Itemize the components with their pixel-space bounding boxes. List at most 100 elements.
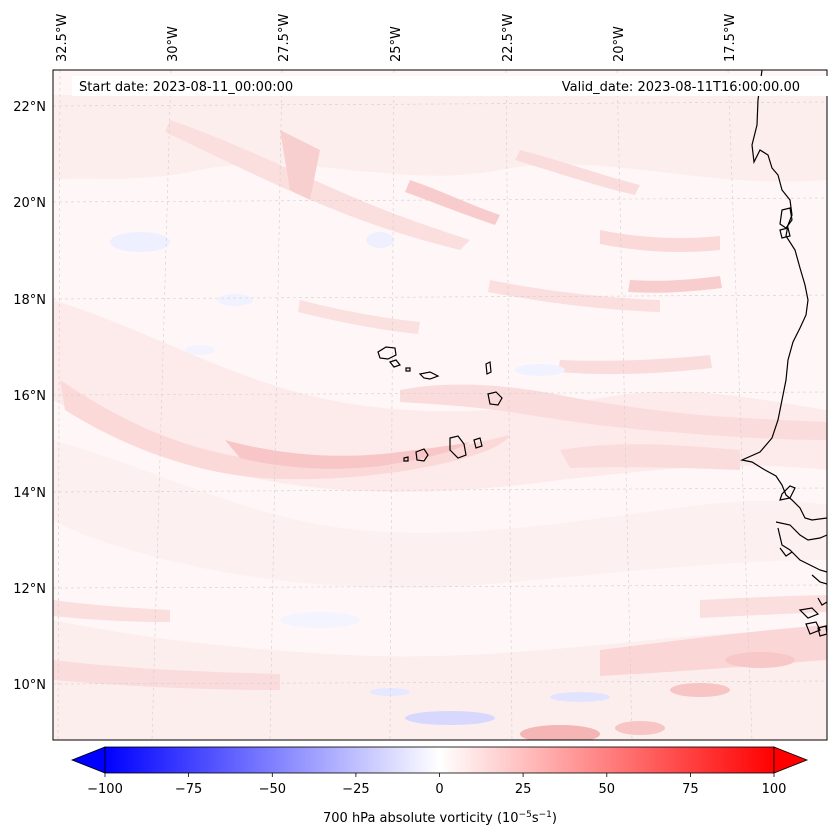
colorbar: −100 −75 −50 −25 0 25 50 75 100 700 hPa … <box>70 746 809 826</box>
island <box>473 437 483 449</box>
island <box>418 371 440 380</box>
vorticity-band <box>53 600 170 622</box>
colorbar-ticks <box>104 773 775 777</box>
colorbar-tick-label: 0 <box>435 782 443 797</box>
colorbar-title-end: ) <box>552 811 557 826</box>
meridian-line <box>505 70 513 740</box>
island <box>487 391 503 406</box>
vorticity-streak <box>488 280 660 312</box>
lat-label: 18°N <box>13 293 46 308</box>
vorticity-maximum <box>670 683 730 697</box>
vorticity-streak <box>280 130 320 200</box>
vorticity-band <box>53 660 280 690</box>
vorticity-streak <box>515 150 640 195</box>
island <box>779 227 791 239</box>
lon-label: 17.5°W <box>723 14 738 62</box>
lon-label: 22.5°W <box>501 14 516 62</box>
colorbar-title-main: 700 hPa absolute vorticity (10 <box>323 811 519 826</box>
colorbar-gradient <box>104 746 775 774</box>
colorbar-high-extend <box>773 746 809 774</box>
africa-coastline <box>775 521 827 541</box>
vorticity-maximum <box>520 725 600 740</box>
africa-coastline <box>811 574 827 585</box>
lon-label: 32.5°W <box>55 14 70 62</box>
lon-label: 27.5°W <box>277 14 292 62</box>
vorticity-band <box>53 300 827 492</box>
vorticity-streak <box>600 230 720 252</box>
lon-label: 20°W <box>612 26 627 62</box>
vorticity-streak <box>165 120 470 250</box>
colorbar-tick-label: 75 <box>682 782 699 797</box>
vorticity-band <box>53 440 827 589</box>
vorticity-streak <box>560 444 740 470</box>
meridian-line <box>151 70 172 740</box>
valid-date-label: Valid_date: 2023-08-11T16:00:00.00 <box>562 80 800 95</box>
header-box <box>72 76 836 96</box>
colorbar-low-extend <box>70 746 106 774</box>
lon-label: 30°W <box>166 26 181 62</box>
vorticity-band <box>700 595 827 618</box>
island <box>403 456 409 462</box>
island <box>805 621 821 635</box>
colorbar-tick-label: −75 <box>175 782 202 797</box>
start-date-label: Start date: 2023-08-11_00:00:00 <box>79 80 293 95</box>
vorticity-streak <box>558 355 712 375</box>
colorbar-tick-label: 50 <box>599 782 616 797</box>
negative-vorticity-patch <box>280 612 360 628</box>
negative-vorticity-patch <box>550 692 610 702</box>
island <box>779 207 793 229</box>
map-frame <box>52 69 828 741</box>
lat-label: 16°N <box>13 389 46 404</box>
island <box>388 359 402 368</box>
meridian-line <box>389 70 395 740</box>
colorbar-tick-label: −100 <box>87 782 123 797</box>
colorbar-tick-label: 25 <box>515 782 532 797</box>
negative-vorticity-patch <box>217 294 253 306</box>
negative-vorticity-patch <box>515 364 565 376</box>
africa-coastline <box>817 597 827 606</box>
coastlines <box>377 70 827 637</box>
vorticity-streak <box>60 380 510 480</box>
africa-coastline <box>740 70 827 521</box>
island <box>817 625 827 637</box>
lat-label: 22°N <box>13 100 46 115</box>
island <box>415 448 429 462</box>
vorticity-streak <box>225 440 470 469</box>
africa-coastline <box>779 485 796 501</box>
colorbar-title-mid: s <box>532 811 539 826</box>
colorbar-title-exp2: −1 <box>539 810 552 820</box>
vorticity-maximum <box>725 652 795 668</box>
africa-coastline <box>779 547 793 557</box>
lat-label: 12°N <box>13 582 46 597</box>
graticule <box>53 70 827 740</box>
meridian-line <box>269 70 283 740</box>
vorticity-streak <box>400 384 827 440</box>
island <box>485 361 492 375</box>
latitude-labels: 22°N 20°N 18°N 16°N 14°N 12°N 10°N <box>13 100 46 693</box>
colorbar-tick-label: −50 <box>259 782 286 797</box>
colorbar-title: 700 hPa absolute vorticity (10−5s−1) <box>323 810 557 826</box>
africa-coastline <box>777 527 827 573</box>
lat-label: 20°N <box>13 196 46 211</box>
colorbar-tick-label: −25 <box>342 782 369 797</box>
negative-vorticity-patch <box>405 711 495 725</box>
island <box>405 367 411 372</box>
vorticity-maximum <box>615 721 665 735</box>
colorbar-tick-label: 100 <box>762 782 787 797</box>
vorticity-field <box>53 95 827 740</box>
colorbar-title-exp1: −5 <box>519 810 532 820</box>
negative-vorticity-patch <box>366 232 394 248</box>
negative-vorticity-patch <box>185 345 215 355</box>
negative-vorticity-patch <box>110 232 170 252</box>
island <box>798 607 820 619</box>
map-panel: Start date: 2023-08-11_00:00:00 Valid_da… <box>13 14 836 741</box>
vorticity-streak <box>628 276 722 293</box>
vorticity-streak <box>298 300 420 334</box>
lat-label: 14°N <box>13 486 46 501</box>
island <box>377 346 397 360</box>
vorticity-streak <box>405 180 500 225</box>
meridian-line <box>727 70 753 740</box>
lat-label: 10°N <box>13 678 46 693</box>
meridian-line <box>57 70 61 740</box>
